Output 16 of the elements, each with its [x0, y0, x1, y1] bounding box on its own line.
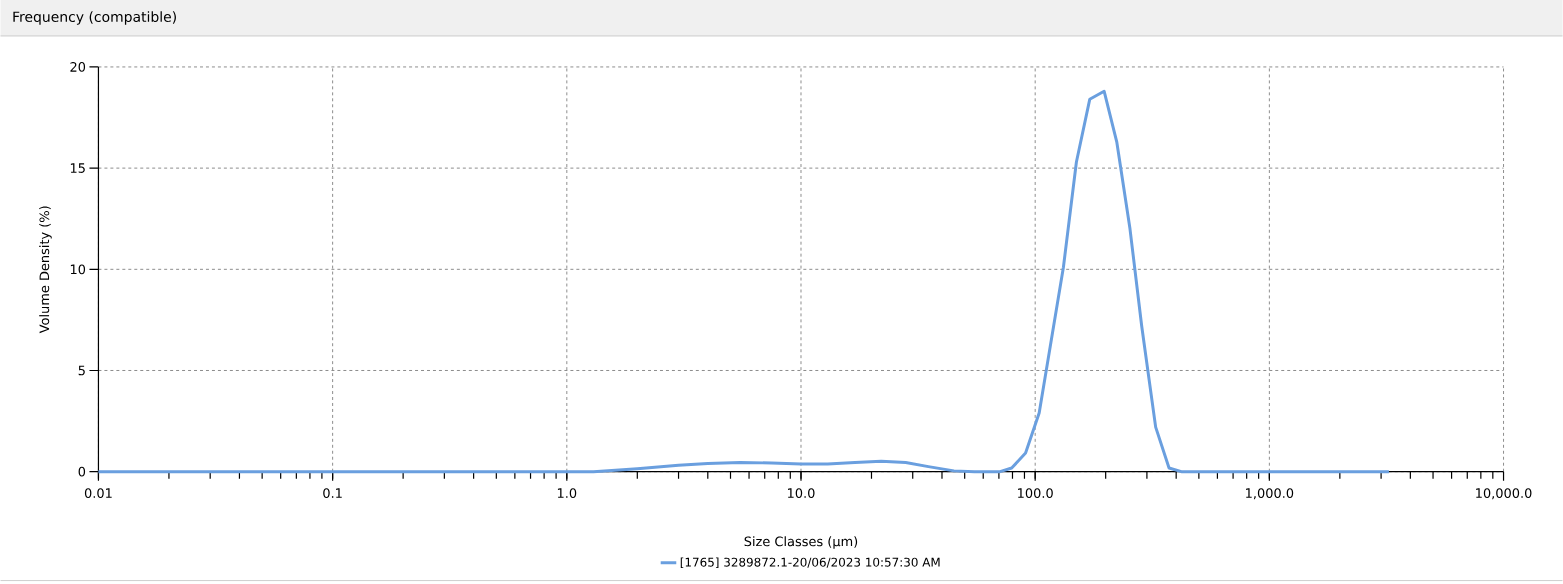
legend-label: [1765] 3289872.1-20/06/2023 10:57:30 AM: [680, 557, 940, 569]
y-tick-label: 10: [70, 264, 86, 275]
y-tick-label: 5: [78, 365, 85, 376]
x-tick-label: 10,000.0: [1476, 488, 1532, 500]
y-axis-title: Volume Density (%): [39, 206, 52, 334]
x-tick-label: 1,000.0: [1246, 488, 1294, 500]
x-axis-title: Size Classes (µm): [744, 536, 858, 549]
x-tick-label: 10.0: [788, 488, 815, 499]
x-tick-label: 0.1: [323, 488, 342, 499]
x-tick-label: 0.01: [84, 488, 112, 499]
x-tick-label: 100.0: [1018, 488, 1053, 499]
y-tick-label: 0: [78, 466, 86, 477]
y-tick-label: 20: [70, 62, 86, 73]
y-tick-label: 15: [70, 163, 85, 174]
chart-title: Frequency (compatible): [13, 11, 176, 25]
x-tick-label: 1.0: [557, 488, 577, 499]
